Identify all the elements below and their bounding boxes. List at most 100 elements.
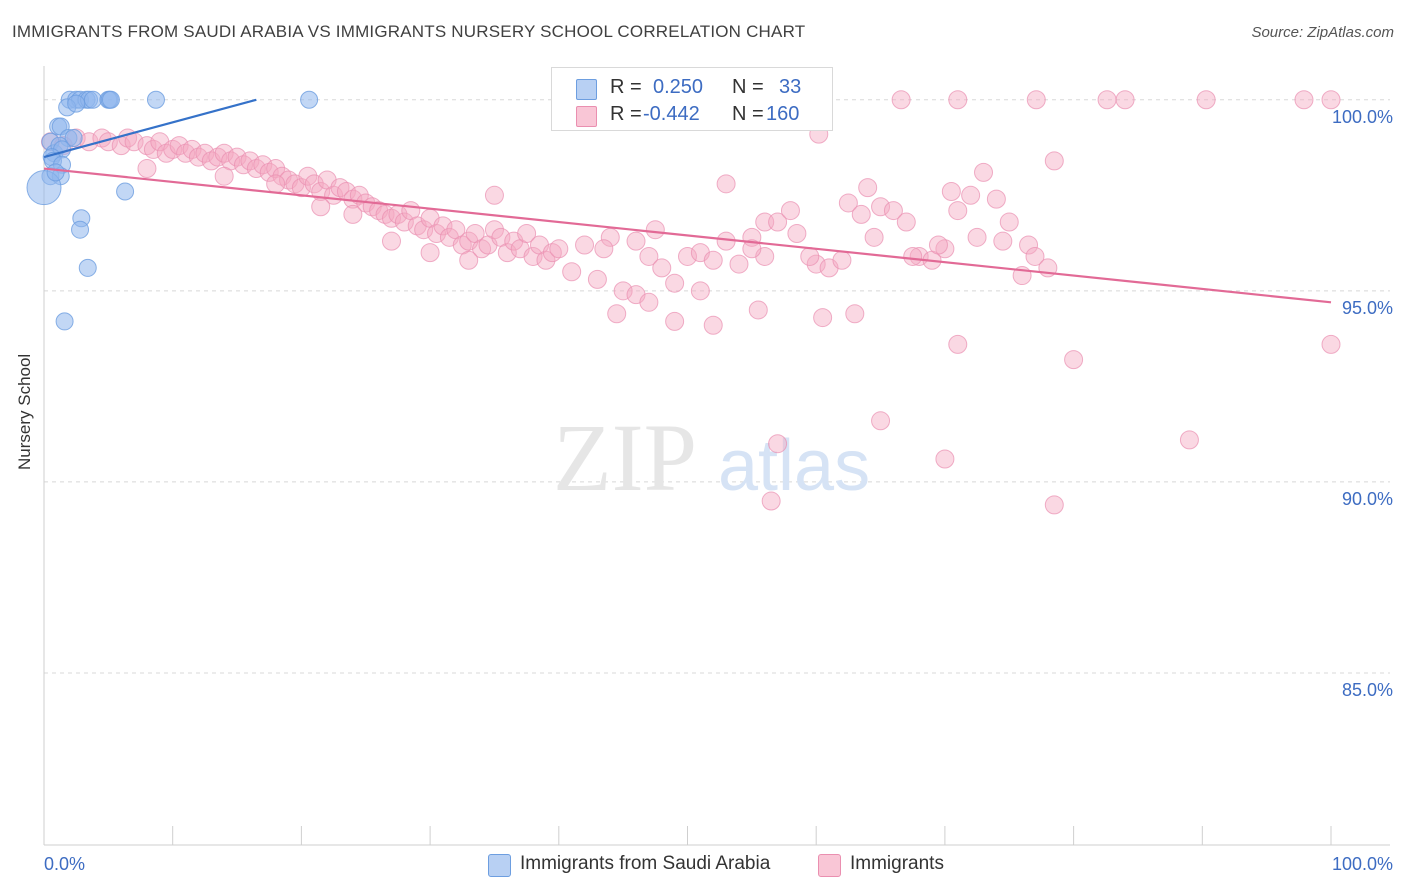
point-saudi-arabia <box>55 312 74 331</box>
point-immigrants <box>517 224 537 244</box>
point-immigrants <box>761 491 781 511</box>
tick-labels: 85.0% 90.0% 95.0% 100.0% 0.0% 100.0% <box>44 107 1393 874</box>
point-immigrants <box>645 220 665 240</box>
point-immigrants <box>800 246 820 266</box>
point-immigrants <box>311 197 331 217</box>
trend-line-immigrants <box>43 167 1332 304</box>
point-immigrants <box>427 224 447 244</box>
point-saudi-arabia <box>67 94 86 113</box>
point-immigrants <box>864 227 884 247</box>
point-immigrants <box>626 231 646 251</box>
point-immigrants <box>298 166 318 186</box>
point-immigrants <box>394 212 414 232</box>
point-immigrants <box>871 411 891 431</box>
point-immigrants <box>291 178 311 198</box>
bottom-legend-swatch-blue <box>488 854 511 877</box>
point-immigrants <box>195 143 215 163</box>
point-immigrants <box>941 181 961 201</box>
point-immigrants <box>497 243 517 263</box>
point-immigrants <box>639 292 659 312</box>
point-immigrants <box>227 147 247 167</box>
point-immigrants <box>575 235 595 255</box>
point-immigrants <box>1064 350 1084 370</box>
point-immigrants <box>562 262 582 282</box>
point-immigrants <box>214 166 234 186</box>
legend-r-value: -0.442 <box>643 103 700 125</box>
point-immigrants <box>1115 90 1135 110</box>
point-immigrants <box>414 220 434 240</box>
point-immigrants <box>137 159 157 179</box>
point-immigrants <box>891 90 911 110</box>
point-immigrants <box>780 201 800 221</box>
legend-r-label: R = <box>610 103 642 125</box>
point-immigrants <box>948 201 968 221</box>
legend-row-saudi-arabia: R = 0.250 N = 33 <box>552 73 832 101</box>
point-saudi-arabia <box>71 220 90 239</box>
legend-swatch-pink <box>576 106 597 127</box>
point-saudi-arabia <box>83 90 102 109</box>
point-immigrants <box>240 151 260 171</box>
legend-r-value: 0.250 <box>653 76 704 98</box>
chart-title: IMMIGRANTS FROM SAUDI ARABIA VS IMMIGRAN… <box>12 22 806 41</box>
point-immigrants <box>433 216 453 236</box>
x-tick-label: 100.0% <box>1332 854 1393 874</box>
point-immigrants <box>182 139 202 159</box>
point-immigrants <box>748 300 768 320</box>
point-immigrants <box>1026 90 1046 110</box>
point-immigrants <box>742 239 762 259</box>
point-immigrants <box>838 193 858 213</box>
point-immigrants <box>484 220 504 240</box>
bottom-legend-label: Immigrants from Saudi Arabia <box>520 853 771 874</box>
legend-swatch-blue <box>576 79 597 100</box>
watermark-zip: ZIP <box>553 404 697 511</box>
correlation-legend: R = 0.250 N = 33 R = -0.442 N = 160 <box>551 67 833 131</box>
legend-n-label: N = <box>732 103 764 125</box>
point-immigrants <box>143 139 163 159</box>
bottom-legend-label: Immigrants <box>850 853 944 874</box>
point-immigrants <box>1321 90 1341 110</box>
point-immigrants <box>948 334 968 354</box>
point-immigrants <box>999 212 1019 232</box>
point-immigrants <box>986 189 1006 209</box>
y-tick-label: 90.0% <box>1342 489 1393 509</box>
zipatlas-watermark: ZIP atlas <box>553 404 870 511</box>
trend-lines <box>43 98 1332 304</box>
point-immigrants <box>851 204 871 224</box>
point-immigrants <box>587 269 607 289</box>
trend-line-saudi-arabia <box>43 98 257 159</box>
point-immigrants <box>1044 495 1064 515</box>
point-immigrants <box>1025 246 1045 266</box>
series-immigrants <box>40 90 1341 515</box>
point-immigrants <box>613 281 633 301</box>
point-immigrants <box>755 212 775 232</box>
y-tick-label: 85.0% <box>1342 680 1393 700</box>
point-immigrants <box>690 281 710 301</box>
series-saudi-arabia <box>26 90 319 331</box>
point-immigrants <box>703 315 723 335</box>
point-immigrants <box>813 308 833 328</box>
point-immigrants <box>928 235 948 255</box>
legend-n-label: N = <box>732 76 764 98</box>
point-immigrants <box>1097 90 1117 110</box>
point-immigrants <box>304 174 324 194</box>
point-saudi-arabia <box>101 90 120 109</box>
point-immigrants <box>484 185 504 205</box>
point-immigrants <box>1321 334 1341 354</box>
point-immigrants <box>935 449 955 469</box>
gridlines <box>44 99 1390 674</box>
point-immigrants <box>961 185 981 205</box>
point-immigrants <box>169 136 189 156</box>
watermark-atlas: atlas <box>718 426 870 506</box>
point-immigrants <box>703 250 723 270</box>
point-immigrants <box>974 162 994 182</box>
source-label[interactable]: Source: ZipAtlas.com <box>1251 24 1394 41</box>
point-immigrants <box>716 174 736 194</box>
point-immigrants <box>1294 90 1314 110</box>
point-saudi-arabia <box>78 258 97 277</box>
legend-n-value: 33 <box>779 76 802 98</box>
point-saudi-arabia <box>300 90 319 109</box>
legend-r-label: R = <box>610 76 642 98</box>
point-immigrants <box>883 201 903 221</box>
point-saudi-arabia <box>146 90 165 109</box>
point-immigrants <box>845 304 865 324</box>
